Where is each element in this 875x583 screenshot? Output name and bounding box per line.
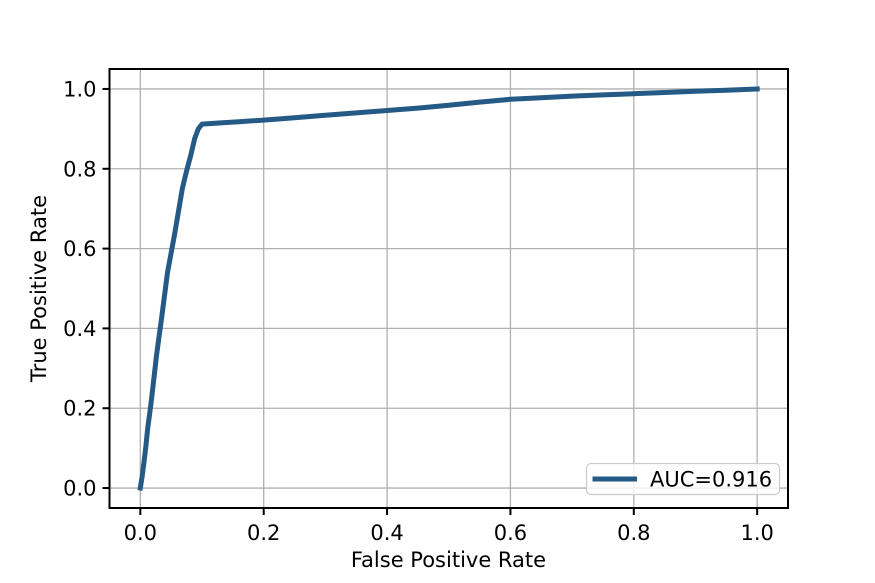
y-tick-label: 0.6 xyxy=(63,237,96,261)
legend: AUC=0.916 xyxy=(585,462,781,496)
grid-lines xyxy=(109,69,788,508)
legend-box xyxy=(585,462,781,496)
x-tick-label: 0.6 xyxy=(494,521,527,545)
roc-curve xyxy=(137,86,760,491)
y-tick-label: 1.0 xyxy=(63,77,96,101)
x-tick-label: 0.4 xyxy=(370,521,403,545)
x-axis-ticks: 0.0 0.2 0.4 0.6 0.8 1.0 xyxy=(124,508,774,545)
y-tick-label: 0.0 xyxy=(63,477,96,501)
x-tick-label: 1.0 xyxy=(740,521,773,545)
plot-border xyxy=(108,68,789,509)
x-tick-label: 0.0 xyxy=(124,521,157,545)
legend-label: AUC=0.916 xyxy=(650,468,772,492)
x-tick-label: 0.8 xyxy=(617,521,650,545)
y-axis-ticks: 0.0 0.2 0.4 0.6 0.8 1.0 xyxy=(63,77,110,501)
x-axis-label: False Positive Rate xyxy=(351,548,546,572)
y-tick-label: 0.4 xyxy=(63,317,96,341)
x-tick-label: 0.2 xyxy=(247,521,280,545)
y-tick-label: 0.2 xyxy=(63,397,96,421)
y-tick-label: 0.8 xyxy=(63,157,96,181)
y-axis-label: True Positive Rate xyxy=(27,195,51,383)
